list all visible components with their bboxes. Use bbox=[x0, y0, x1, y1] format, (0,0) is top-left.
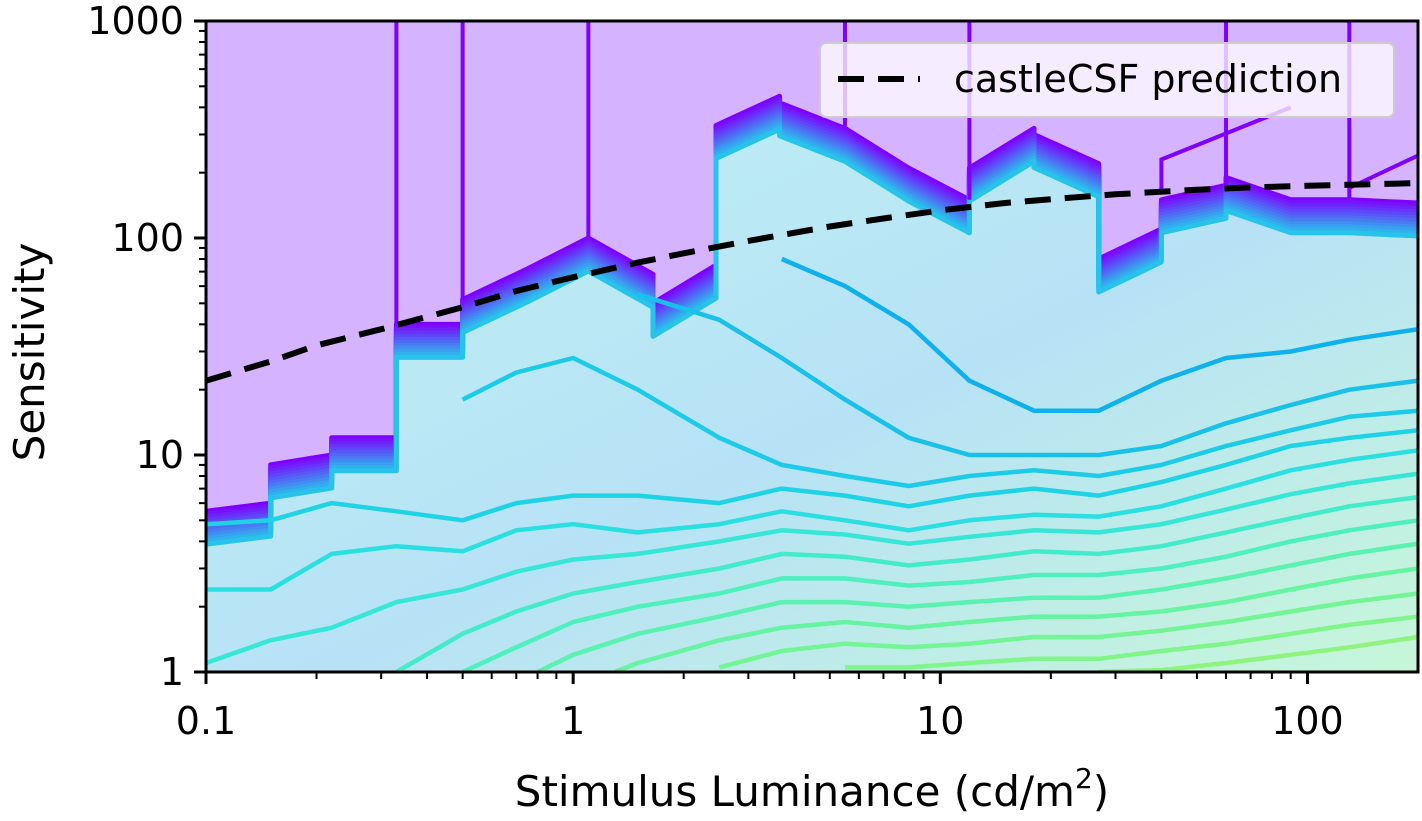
contour-line-c18 bbox=[845, 614, 1418, 670]
y-tick-label: 100 bbox=[111, 216, 184, 260]
legend: castleCSF prediction bbox=[819, 42, 1395, 118]
contour-line-c13 bbox=[395, 494, 1418, 672]
y-tick-label: 1000 bbox=[87, 0, 184, 43]
contour-line-c7 bbox=[780, 256, 1418, 413]
x-axis-title-superscript: 2 bbox=[1075, 762, 1093, 795]
contour-line-c15 bbox=[536, 541, 1418, 672]
contour-line-c14 bbox=[461, 518, 1418, 672]
contour-line-c19 bbox=[1098, 634, 1418, 672]
x-tick-label: 10 bbox=[916, 699, 964, 743]
y-axis-title: Sensitivity bbox=[5, 243, 54, 462]
x-axis-title-main: Stimulus Luminance (cd/m bbox=[515, 767, 1075, 816]
legend-box bbox=[819, 42, 1395, 118]
contour-line-c10 bbox=[206, 428, 1418, 527]
y-axis-ticks: 1 10 100 1000 bbox=[87, 0, 206, 694]
x-tick-label: 1 bbox=[561, 699, 585, 743]
y-tick-label: 1 bbox=[160, 650, 184, 694]
legend-label: castleCSF prediction bbox=[954, 57, 1342, 101]
contour-line-c9 bbox=[461, 355, 1418, 489]
y-tick-label: 10 bbox=[136, 433, 184, 477]
contour-line-c8 bbox=[637, 292, 1418, 458]
purple-contour-segment bbox=[1159, 105, 1292, 194]
contour-line-c17 bbox=[718, 591, 1418, 670]
x-axis-ticks: 0.1 1 10 100 bbox=[176, 672, 1344, 743]
castlecsf-prediction-line bbox=[206, 180, 1418, 384]
region-boundary-band bbox=[206, 93, 1418, 547]
x-tick-label: 100 bbox=[1271, 699, 1344, 743]
contour-line-c12 bbox=[206, 471, 1418, 666]
boundary-band-line bbox=[206, 126, 1418, 547]
x-axis-title-close: ) bbox=[1093, 767, 1109, 816]
plot-frame bbox=[204, 19, 1420, 674]
x-tick-label: 0.1 bbox=[176, 699, 236, 743]
contour-line-c16 bbox=[614, 566, 1418, 672]
x-axis-title: Stimulus Luminance (cd/m2) bbox=[515, 762, 1109, 816]
contour-line-c11 bbox=[206, 448, 1418, 592]
contour-lines bbox=[206, 256, 1418, 672]
